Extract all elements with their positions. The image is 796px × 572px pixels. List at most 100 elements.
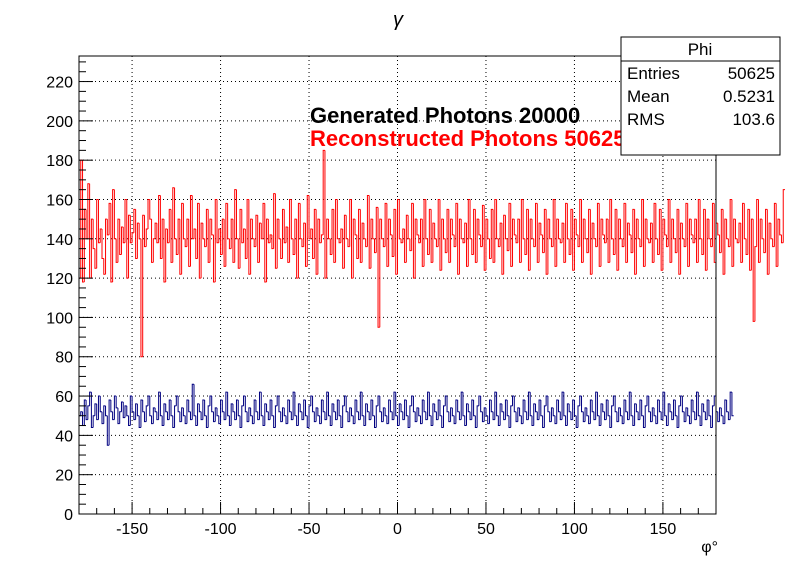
histogram-bin xyxy=(209,218,212,263)
histogram-bin xyxy=(535,403,538,413)
histogram-bin xyxy=(389,399,393,413)
histogram-bin xyxy=(462,238,465,244)
histogram-bin xyxy=(736,238,740,244)
histogram-bin xyxy=(101,228,104,259)
histogram-bin xyxy=(561,222,564,243)
histogram-bin xyxy=(635,403,639,413)
histogram-bin xyxy=(427,391,430,420)
histogram-bin xyxy=(412,203,416,279)
histogram-bin xyxy=(699,199,702,240)
histogram-bin xyxy=(147,198,150,229)
histogram-bin xyxy=(568,403,571,413)
histogram-bin xyxy=(250,407,253,417)
histogram-bin xyxy=(151,415,154,425)
histogram-bin xyxy=(251,219,255,240)
histogram-bin xyxy=(395,392,398,417)
histogram-bin xyxy=(324,150,327,279)
histogram-bin xyxy=(527,209,531,271)
histogram-bin xyxy=(363,223,366,240)
histogram-bin xyxy=(591,222,594,275)
histogram-bin xyxy=(678,209,681,275)
histogram-bin xyxy=(434,403,437,413)
histogram-bin xyxy=(103,405,106,424)
histogram-bin xyxy=(135,209,138,259)
histogram-bin xyxy=(136,403,140,417)
histogram-bin xyxy=(625,203,628,263)
histogram-bin xyxy=(280,238,283,259)
histogram-bin xyxy=(189,195,193,267)
histogram-bin xyxy=(420,218,423,243)
histogram-bin xyxy=(214,407,218,422)
histogram-bin xyxy=(342,405,345,428)
histogram-bin xyxy=(181,407,184,422)
histogram-bin xyxy=(411,395,414,406)
histogram-bin xyxy=(589,399,593,424)
histogram-bin xyxy=(335,411,338,421)
histogram-bin xyxy=(667,403,670,426)
histogram-bin xyxy=(621,238,624,248)
histogram-series xyxy=(79,149,786,446)
histogram-bin xyxy=(402,228,405,243)
histogram-bin xyxy=(696,219,699,263)
histogram-bin xyxy=(292,238,295,256)
histogram-bin xyxy=(402,411,405,421)
x-tick-label: 100 xyxy=(561,521,588,538)
histogram-bin xyxy=(589,209,593,275)
histogram-bin xyxy=(391,411,394,421)
histogram-bin xyxy=(207,405,210,428)
histogram-bin xyxy=(404,399,407,420)
histogram-bin xyxy=(437,399,440,420)
histogram-bin xyxy=(754,246,757,322)
histogram-bin xyxy=(186,399,189,424)
histogram-bin xyxy=(563,392,566,417)
histogram-bin xyxy=(558,399,561,413)
histogram-bin xyxy=(455,399,458,424)
histogram-bin xyxy=(235,399,239,420)
histogram-bin xyxy=(731,199,734,267)
histogram-bin xyxy=(634,209,637,275)
histogram-bin xyxy=(704,411,708,421)
histogram-bin xyxy=(230,403,233,426)
histogram-bin xyxy=(473,399,476,417)
histogram-bin xyxy=(756,198,759,247)
histogram-bin xyxy=(267,219,271,244)
histogram-bin xyxy=(306,195,310,267)
histogram-bin xyxy=(455,202,458,247)
histogram-bin xyxy=(227,392,230,417)
histogram-bin xyxy=(432,403,435,426)
histogram-bin xyxy=(604,411,607,421)
histogram-bin xyxy=(745,238,748,256)
histogram-bin xyxy=(333,209,336,263)
histogram-bin xyxy=(281,407,285,422)
histogram-bin xyxy=(193,384,196,417)
histogram-bin xyxy=(418,234,421,244)
histogram-bin xyxy=(527,391,531,420)
histogram-bin xyxy=(644,218,647,267)
histogram-bin xyxy=(220,399,223,424)
histogram-bin xyxy=(145,405,149,422)
histogram-bin xyxy=(664,219,667,236)
histogram-bin xyxy=(609,198,612,263)
histogram-bin xyxy=(244,228,248,259)
histogram-bin xyxy=(685,202,688,247)
histogram-bin xyxy=(430,209,433,263)
histogram-bin xyxy=(375,405,379,428)
histogram-bin xyxy=(227,203,230,240)
histogram-bin xyxy=(619,407,623,417)
histogram-bin xyxy=(281,208,285,259)
histogram-bin xyxy=(466,223,469,267)
histogram-bin xyxy=(545,209,548,275)
histogram-bin xyxy=(120,401,124,412)
histogram-bin xyxy=(200,411,203,421)
histogram-bin xyxy=(648,396,651,413)
histogram-bin xyxy=(99,396,103,413)
histogram-bin xyxy=(480,396,483,413)
histogram-bin xyxy=(466,403,469,426)
histogram-bin xyxy=(423,198,426,267)
stats-box-frame xyxy=(620,36,781,156)
histogram-bin xyxy=(195,415,198,427)
histogram-bin xyxy=(271,399,274,417)
histogram-bin xyxy=(526,411,529,421)
histogram-bin xyxy=(306,415,310,429)
